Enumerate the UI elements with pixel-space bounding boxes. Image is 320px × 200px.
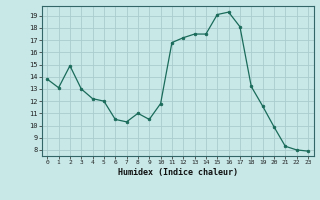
- X-axis label: Humidex (Indice chaleur): Humidex (Indice chaleur): [118, 168, 237, 177]
